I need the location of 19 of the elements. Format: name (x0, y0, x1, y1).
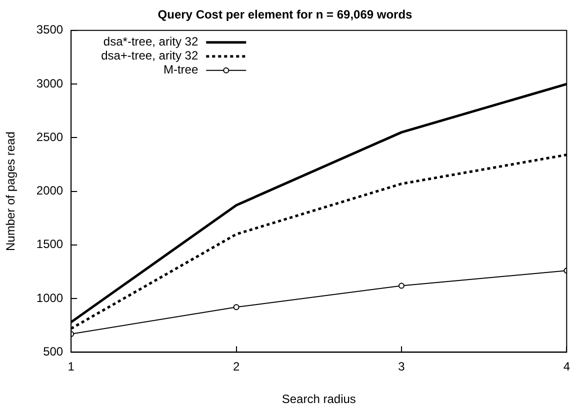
legend-label: dsa+-tree, arity 32 (101, 48, 198, 63)
legend-label: M-tree (163, 62, 198, 77)
y-axis-title: Number of pages read (4, 132, 18, 252)
point (398, 282, 404, 289)
x-tick-label: 2 (232, 360, 240, 374)
chart-title: Query Cost per element for n = 69,069 words (158, 8, 413, 22)
legend-label: dsa*-tree, arity 32 (103, 34, 198, 49)
y-tick-label: 1000 (36, 290, 64, 305)
y-tick-label: 2000 (36, 184, 64, 198)
y-tick-label: 3500 (36, 22, 64, 37)
x-axis-title: Search radius (282, 392, 356, 406)
x-tick-label: 4 (563, 360, 570, 374)
y-tick-label: 3000 (36, 76, 64, 90)
x-tick-label: 3 (398, 360, 406, 374)
point (233, 304, 240, 310)
y-tick-label: 1500 (36, 237, 64, 252)
y-tick-label: 2500 (36, 130, 64, 144)
x-tick-label: 1 (68, 360, 75, 374)
y-tick-label: 500 (43, 344, 64, 359)
